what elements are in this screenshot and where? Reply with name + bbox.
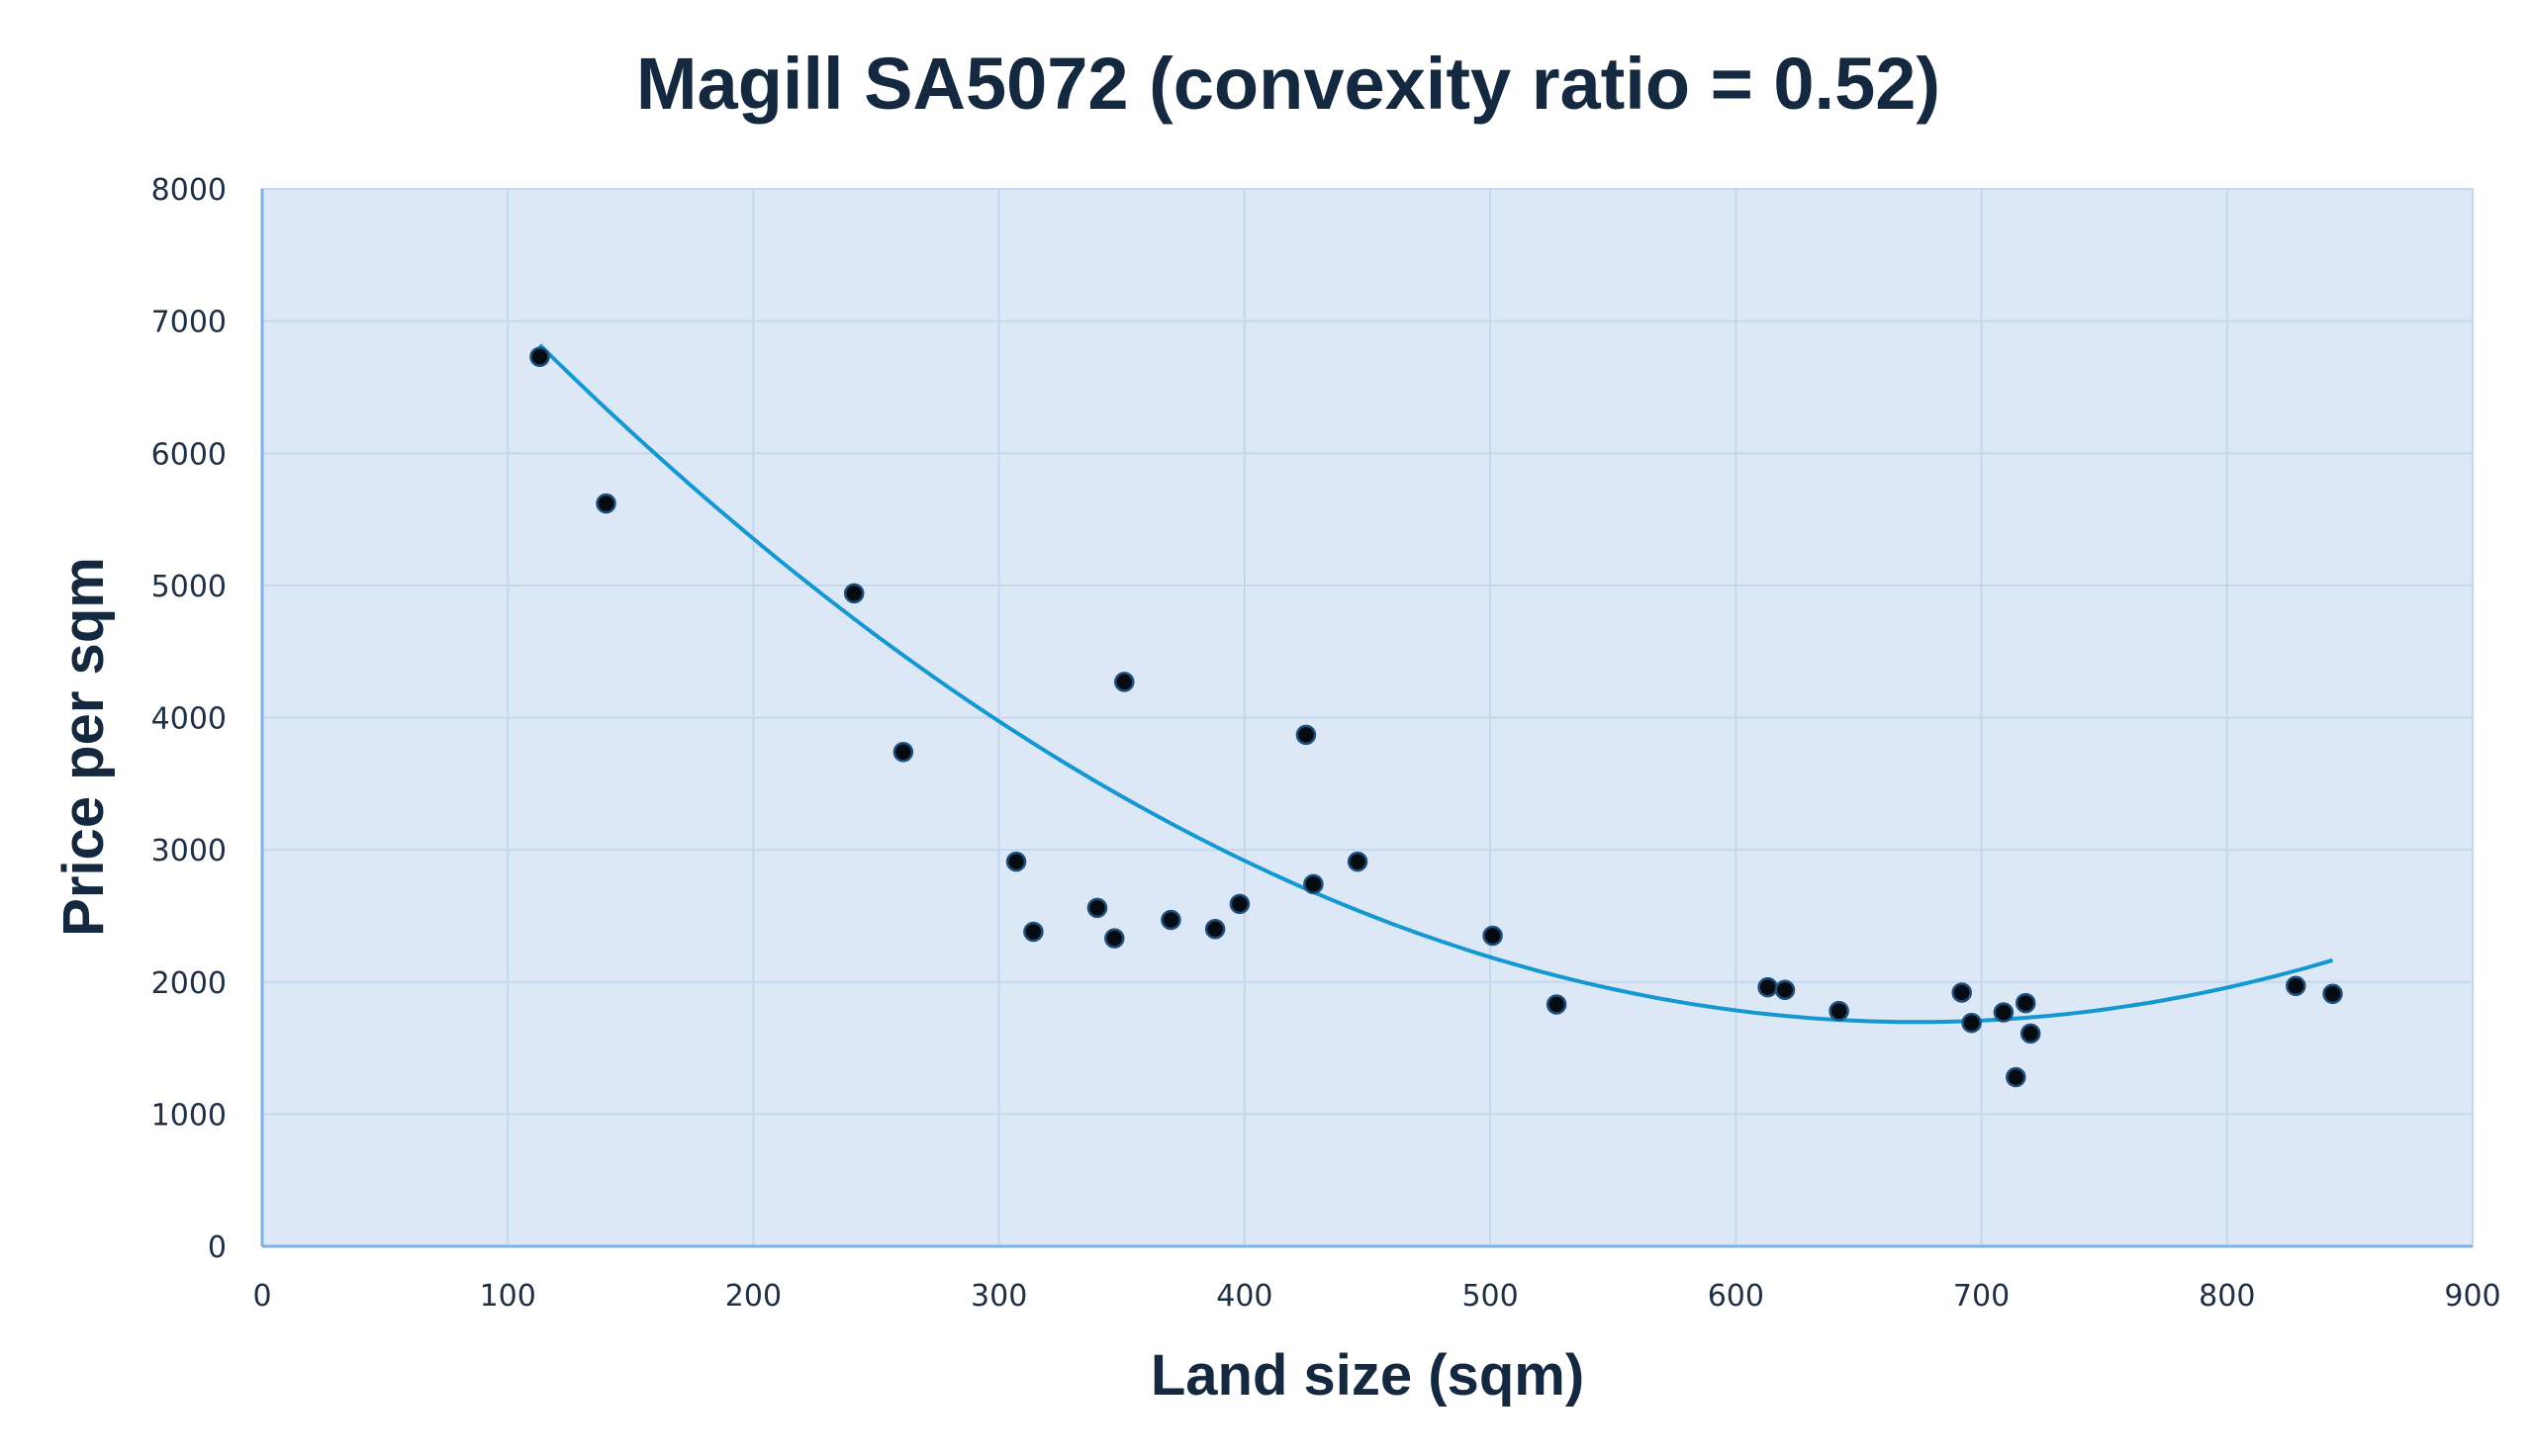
data-point (1229, 893, 1251, 915)
data-point (1295, 724, 1317, 746)
data-point (2322, 983, 2343, 1005)
data-point (1086, 897, 1108, 919)
y-tick-label: 5000 (151, 570, 227, 604)
x-tick-label: 600 (1708, 1279, 1764, 1314)
data-point (1546, 994, 1567, 1015)
data-point (1993, 1002, 2015, 1023)
x-tick-label: 700 (1953, 1279, 2010, 1314)
x-tick-label: 800 (2199, 1279, 2255, 1314)
data-point (2006, 1066, 2026, 1088)
data-point (1347, 851, 1368, 872)
data-points (529, 346, 2343, 1088)
data-point (596, 493, 616, 514)
data-point (1005, 851, 1027, 872)
data-point (843, 583, 865, 604)
x-tick-label: 500 (1461, 1279, 1518, 1314)
data-point (1161, 909, 1181, 931)
y-tick-label: 2000 (151, 966, 227, 1001)
data-point (1114, 672, 1135, 692)
y-axis-title: Price per sqm (51, 557, 116, 937)
x-axis-title: Land size (sqm) (1151, 1343, 1584, 1408)
data-point (1774, 979, 1796, 1001)
y-tick-label: 3000 (151, 834, 227, 868)
axes (260, 189, 2473, 1248)
data-point (1829, 1000, 1849, 1022)
x-tick-label: 0 (252, 1279, 271, 1314)
data-point (2019, 1023, 2041, 1045)
y-tick-label: 1000 (151, 1098, 227, 1133)
gridlines (262, 188, 2474, 1246)
chart-title: Magill SA5072 (convexity ratio = 0.52) (636, 43, 1940, 125)
data-point (2015, 992, 2036, 1014)
x-tick-label: 200 (725, 1279, 782, 1314)
x-tick-label: 900 (2444, 1279, 2500, 1314)
data-point (1951, 982, 1972, 1003)
data-point (1023, 921, 1044, 943)
y-tick-label: 7000 (151, 306, 227, 340)
data-point (1204, 919, 1226, 940)
y-tick-label: 6000 (151, 437, 227, 472)
tick-labels: 0 100 200 300 400 500 600 700 800 900 0 1000 2000 300… (151, 173, 2501, 1314)
x-tick-label: 100 (480, 1279, 536, 1314)
data-point (529, 346, 550, 367)
data-point (1104, 928, 1125, 949)
data-point (892, 741, 914, 763)
data-point (1303, 873, 1324, 895)
data-point (2286, 975, 2306, 997)
data-point (1961, 1012, 1982, 1034)
data-point (1482, 925, 1503, 947)
data-point (1757, 976, 1778, 998)
y-tick-label: 4000 (151, 702, 227, 737)
trendline (538, 343, 2334, 1025)
x-tick-label: 300 (971, 1279, 1027, 1314)
x-tick-label: 400 (1216, 1279, 1272, 1314)
y-tick-label: 8000 (151, 173, 227, 208)
y-tick-label: 0 (208, 1230, 227, 1265)
